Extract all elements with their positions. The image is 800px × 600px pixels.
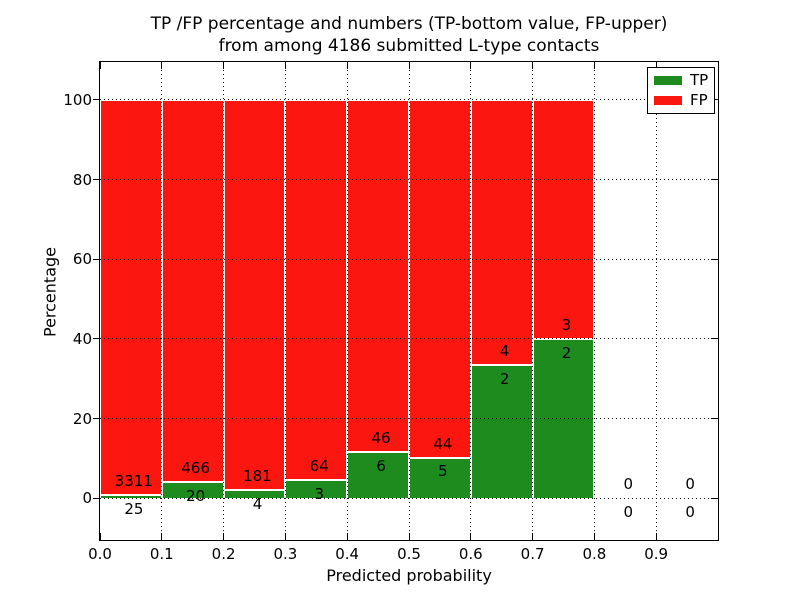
legend-item-fp: FP: [648, 93, 714, 108]
legend-label-fp: FP: [690, 91, 708, 109]
x-tick-mark-top: [223, 62, 225, 69]
fp-count-label: 0: [685, 475, 695, 494]
y-tick-mark-right: [711, 179, 718, 180]
bar-segment-fp: [470, 99, 533, 366]
x-tick-mark-bottom: [532, 533, 534, 540]
x-tick-mark-top: [99, 62, 101, 69]
tp-count-label: 20: [186, 486, 206, 505]
gridline-vertical: [532, 62, 534, 540]
y-tick-mark-left: [93, 418, 100, 419]
y-tick-label: 80: [72, 170, 92, 189]
fp-count-label: 4: [499, 342, 510, 361]
x-tick-mark-top: [532, 62, 534, 69]
x-tick-mark-top: [346, 62, 348, 69]
y-tick-mark-right: [711, 338, 718, 340]
y-tick-label: 20: [72, 409, 92, 428]
y-tick-mark-left: [93, 338, 100, 340]
x-tick-mark-bottom: [655, 533, 657, 540]
y-tick-mark-left: [93, 258, 100, 260]
fp-count-label: 44: [433, 434, 453, 453]
x-tick-mark-bottom: [99, 533, 101, 540]
fp-count-label: 46: [371, 429, 391, 448]
legend-swatch-fp: [654, 96, 682, 105]
x-tick-mark-top: [408, 62, 410, 69]
chart-title-line1: TP /FP percentage and numbers (TP-bottom…: [150, 14, 668, 34]
tp-count-label: 6: [376, 457, 386, 476]
tp-count-label: 3: [314, 485, 325, 504]
tp-count-label: 25: [124, 500, 144, 519]
tp-count-label: 5: [438, 462, 448, 481]
x-tick-mark-bottom: [284, 533, 286, 540]
y-tick-mark-left: [93, 179, 100, 180]
gridline-vertical: [161, 62, 163, 540]
legend-swatch-tp: [654, 76, 682, 85]
bar-segment-fp: [100, 99, 162, 496]
y-tick-mark-right: [711, 418, 718, 419]
tp-count-label: 2: [499, 370, 510, 389]
x-tick-mark-top: [655, 62, 657, 69]
x-axis-label: Predicted probability: [326, 566, 492, 585]
x-tick-mark-bottom: [408, 533, 410, 540]
bar-segment-fp: [285, 99, 348, 481]
x-tick-label: 0.4: [335, 545, 360, 563]
x-tick-label: 0.3: [273, 545, 298, 563]
gridline-vertical: [284, 62, 286, 540]
x-tick-label: 0.7: [520, 545, 545, 563]
x-tick-label: 0.6: [458, 545, 483, 563]
fp-count-label: 64: [309, 457, 329, 476]
x-tick-mark-bottom: [346, 533, 348, 540]
bar-segment-tp: [409, 457, 471, 499]
x-tick-label: 0.9: [644, 545, 669, 563]
legend-label-tp: TP: [690, 71, 709, 89]
x-tick-mark-bottom: [161, 533, 163, 540]
bar-segment-fp: [347, 99, 409, 453]
gridline-vertical: [408, 62, 410, 540]
x-tick-mark-top: [470, 62, 472, 69]
y-tick-label: 60: [72, 250, 92, 269]
fp-count-label: 466: [181, 458, 210, 477]
x-tick-label: 0.5: [397, 545, 421, 563]
chart-title-line2: from among 4186 submitted L-type contact…: [218, 36, 600, 56]
y-tick-mark-right: [711, 258, 718, 260]
x-tick-mark-bottom: [470, 533, 472, 540]
tp-count-label: 0: [623, 503, 634, 522]
gridline-vertical: [655, 62, 657, 540]
gridline-vertical: [593, 62, 595, 540]
y-tick-mark-left: [93, 497, 100, 499]
x-tick-mark-bottom: [593, 533, 595, 540]
legend: TP FP: [647, 67, 715, 114]
gridline-vertical: [470, 62, 472, 540]
y-tick-label: 100: [63, 90, 92, 109]
y-tick-mark-right: [711, 497, 718, 499]
y-tick-label: 0: [82, 489, 92, 508]
gridline-vertical: [223, 62, 225, 540]
fp-count-label: 3: [561, 315, 572, 334]
gridline-vertical: [346, 62, 348, 540]
y-tick-label: 40: [72, 329, 92, 348]
x-tick-mark-top: [161, 62, 163, 69]
x-tick-label: 0.1: [149, 545, 174, 563]
bar-segment-fp: [223, 99, 286, 490]
tp-count-label: 0: [685, 503, 695, 522]
bar-segment-fp: [161, 99, 224, 482]
bar-segment-fp: [532, 99, 595, 339]
bar-segment-tp: [347, 452, 409, 499]
bar-segment-fp: [409, 99, 471, 458]
y-tick-mark-left: [93, 99, 100, 101]
fp-count-label: 181: [243, 466, 272, 485]
legend-item-tp: TP: [648, 73, 714, 88]
x-tick-label: 0.8: [582, 545, 607, 563]
x-tick-label: 0.2: [211, 545, 236, 563]
x-tick-mark-top: [593, 62, 595, 69]
x-tick-mark-top: [284, 62, 286, 69]
fp-count-label: 3311: [114, 472, 153, 491]
tp-count-label: 4: [252, 494, 263, 513]
tp-count-label: 2: [561, 343, 572, 362]
x-tick-mark-bottom: [223, 533, 225, 540]
fp-count-label: 0: [623, 475, 634, 494]
x-tick-label: 0.0: [88, 545, 112, 563]
